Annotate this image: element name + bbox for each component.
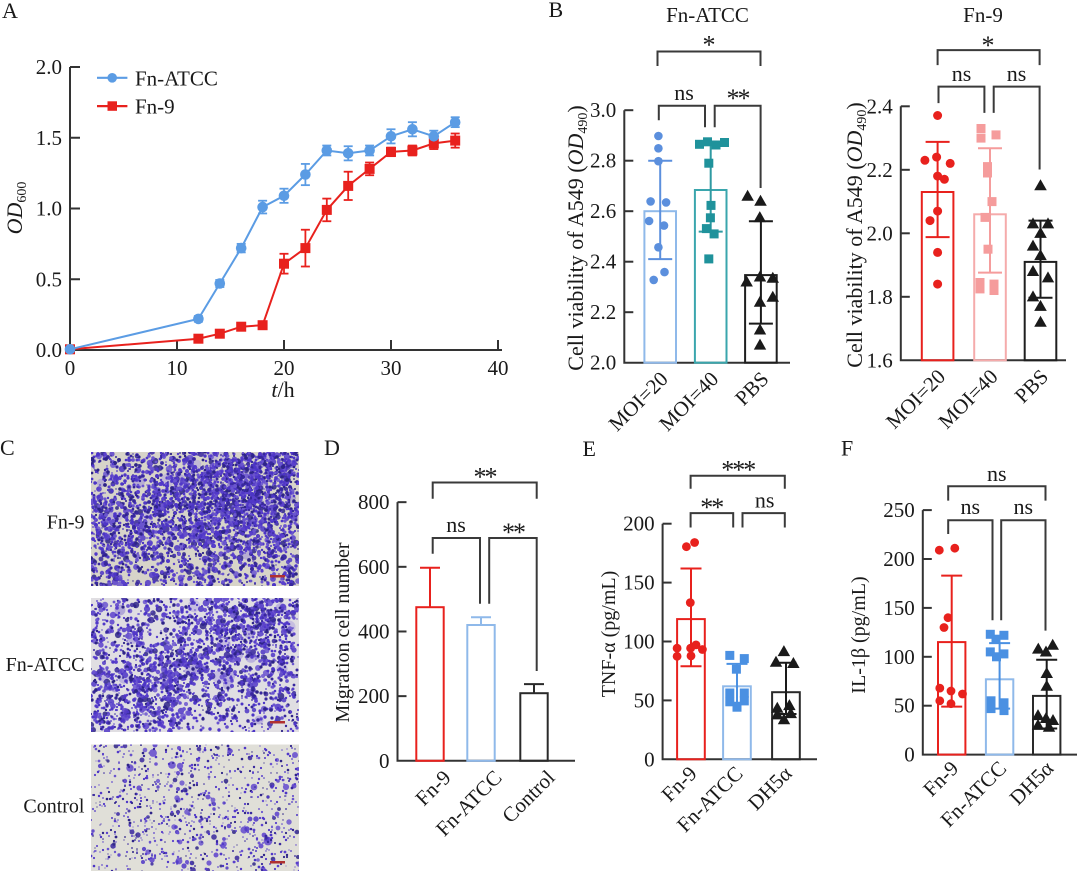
svg-text:*: * bbox=[703, 31, 716, 60]
svg-text:**: ** bbox=[727, 84, 750, 113]
svg-text:A: A bbox=[2, 0, 18, 23]
svg-text:1.5: 1.5 bbox=[36, 126, 62, 150]
svg-text:40: 40 bbox=[488, 356, 509, 380]
svg-text:*: * bbox=[982, 31, 995, 60]
svg-text:Fn-ATCC: Fn-ATCC bbox=[666, 3, 749, 27]
svg-text:2.0: 2.0 bbox=[867, 221, 893, 245]
svg-text:2.4: 2.4 bbox=[867, 94, 894, 118]
svg-text:Fn-ATCC: Fn-ATCC bbox=[6, 654, 85, 676]
svg-text:ns: ns bbox=[952, 61, 972, 86]
svg-text:t/h: t/h bbox=[271, 377, 294, 402]
svg-text:ns: ns bbox=[674, 80, 694, 105]
svg-text:2.0: 2.0 bbox=[36, 55, 62, 79]
svg-text:Fn-ATCC: Fn-ATCC bbox=[135, 67, 218, 91]
svg-text:Fn-9: Fn-9 bbox=[47, 512, 85, 534]
svg-text:Fn-9: Fn-9 bbox=[963, 3, 1003, 27]
svg-text:2.8: 2.8 bbox=[590, 149, 616, 173]
svg-text:ns: ns bbox=[1007, 61, 1027, 86]
svg-text:0.5: 0.5 bbox=[36, 267, 62, 291]
svg-text:Cell viability of A549 (OD490): Cell viability of A549 (OD490) bbox=[563, 105, 591, 370]
svg-text:20: 20 bbox=[274, 356, 295, 380]
svg-text:0.0: 0.0 bbox=[36, 338, 62, 362]
svg-text:1.6: 1.6 bbox=[867, 348, 893, 372]
svg-text:10: 10 bbox=[167, 356, 188, 380]
svg-text:2.2: 2.2 bbox=[590, 300, 616, 324]
svg-text:2.6: 2.6 bbox=[590, 199, 616, 223]
svg-text:2.4: 2.4 bbox=[590, 250, 617, 274]
svg-text:C: C bbox=[0, 435, 15, 460]
svg-text:Cell viability of A549 (OD490): Cell viability of A549 (OD490) bbox=[842, 102, 870, 367]
svg-text:1.8: 1.8 bbox=[867, 285, 893, 309]
svg-text:1.0: 1.0 bbox=[36, 197, 62, 221]
svg-text:Control: Control bbox=[23, 796, 85, 818]
svg-text:2.2: 2.2 bbox=[867, 158, 893, 182]
svg-text:3.0: 3.0 bbox=[590, 98, 616, 122]
svg-text:B: B bbox=[549, 0, 564, 22]
svg-text:OD600: OD600 bbox=[2, 182, 30, 235]
svg-text:0: 0 bbox=[65, 356, 76, 380]
svg-text:2.0: 2.0 bbox=[590, 351, 616, 375]
svg-text:30: 30 bbox=[381, 356, 402, 380]
svg-text:Fn-9: Fn-9 bbox=[135, 95, 175, 119]
